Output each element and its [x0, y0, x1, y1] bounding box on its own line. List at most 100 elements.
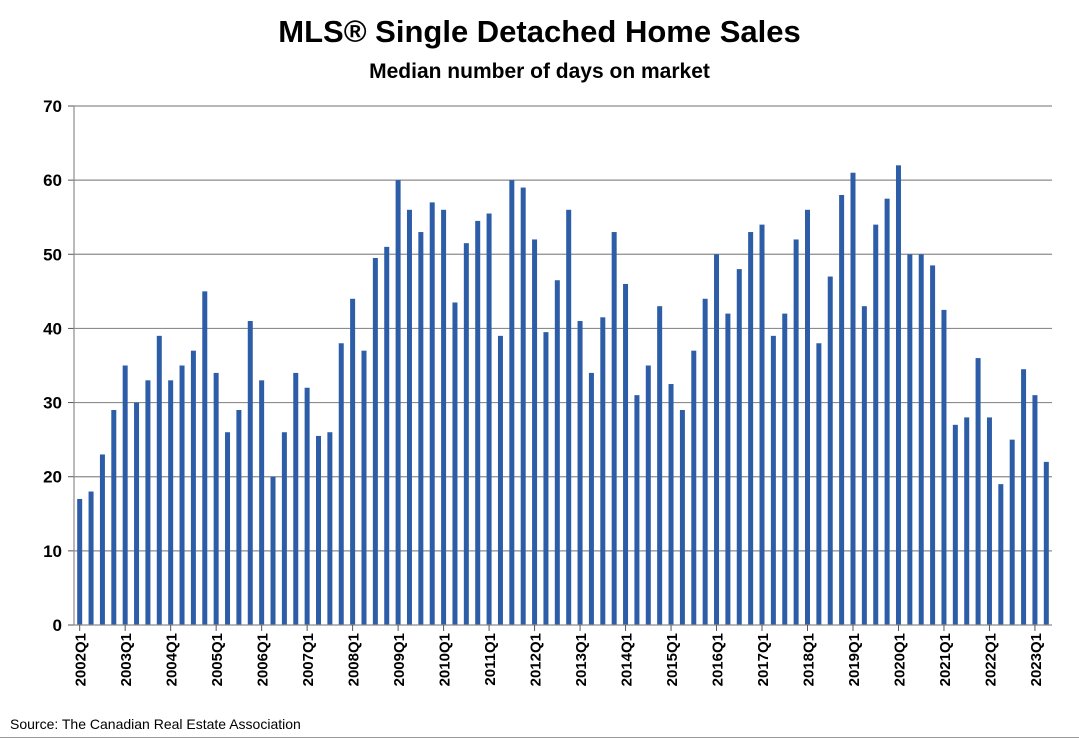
bar-2006Q4: [293, 372, 299, 625]
bar-2008Q1: [350, 298, 356, 625]
x-tick-label: 2004Q1: [164, 633, 181, 686]
y-tick-label: 0: [53, 616, 62, 635]
x-tick-label: 2012Q1: [528, 633, 545, 686]
x-tick-label: 2010Q1: [437, 633, 454, 686]
bar-2014Q4: [657, 306, 663, 625]
bar-2022Q3: [1009, 439, 1015, 625]
bar-2023Q2: [1043, 461, 1049, 625]
bar-2013Q4: [611, 232, 617, 626]
bar-2015Q3: [691, 350, 697, 625]
bar-2013Q3: [600, 317, 606, 625]
bar-2002Q2: [88, 491, 94, 625]
bar-2021Q1: [941, 309, 947, 625]
chart-subtitle: Median number of days on market: [369, 60, 710, 83]
bottom-divider: [0, 737, 1079, 738]
bar-2017Q2: [770, 335, 776, 625]
bar-2019Q2: [861, 306, 867, 625]
x-tick-label: 2021Q1: [937, 633, 954, 686]
bar-2016Q2: [725, 313, 731, 625]
y-tick-label: 10: [43, 542, 62, 561]
bar-2002Q1: [77, 498, 83, 625]
bar-2015Q4: [702, 298, 708, 625]
bar-2015Q1: [668, 384, 674, 625]
bar-2017Q4: [793, 239, 799, 625]
bar-2017Q3: [782, 313, 788, 625]
bar-2003Q1: [122, 365, 128, 625]
x-tick-label: 2011Q1: [482, 633, 499, 686]
gridlines: [74, 105, 1052, 552]
x-tick-label: 2003Q1: [118, 633, 135, 686]
y-tick-label: 20: [43, 468, 62, 487]
bar-2018Q1: [804, 209, 811, 626]
source-note: Source: The Canadian Real Estate Associa…: [10, 716, 301, 732]
x-tick-label: 2014Q1: [619, 633, 636, 686]
bar-2022Q4: [1021, 369, 1027, 625]
bar-2006Q1: [259, 380, 265, 625]
x-tick-label: 2006Q1: [255, 633, 272, 686]
bar-2004Q2: [179, 365, 185, 625]
bar-2006Q3: [281, 432, 287, 625]
bar-2009Q4: [429, 202, 435, 625]
axes: [68, 105, 1052, 631]
bar-2006Q2: [270, 476, 276, 625]
y-tick-labels: 0 10 20 30 40 50 60 70: [43, 97, 62, 635]
bar-2011Q1: [486, 213, 492, 625]
bar-2010Q4: [475, 220, 481, 625]
x-tick-label: 2023Q1: [1028, 633, 1045, 686]
bar-2005Q3: [236, 409, 242, 625]
bar-2013Q2: [588, 372, 594, 625]
bar-2014Q2: [634, 395, 640, 625]
y-tick-label: 30: [43, 394, 62, 413]
y-tick-label: 50: [43, 245, 62, 264]
bar-2010Q3: [463, 243, 469, 625]
bar-2016Q4: [748, 232, 754, 626]
x-tick-label: 2005Q1: [209, 633, 226, 686]
bar-2007Q1: [304, 387, 310, 625]
x-tick-label: 2013Q1: [573, 633, 590, 686]
x-tick-label: 2022Q1: [982, 633, 999, 686]
x-tick-label: 2002Q1: [73, 633, 90, 686]
bar-2008Q4: [384, 246, 390, 625]
y-tick-label: 70: [43, 97, 62, 116]
x-tick-label: 2020Q1: [891, 633, 908, 686]
bar-2019Q4: [884, 198, 890, 625]
bar-2002Q3: [99, 454, 105, 625]
chart-title: MLS® Single Detached Home Sales: [278, 14, 801, 49]
bar-2005Q2: [225, 432, 231, 625]
bar-2012Q1: [532, 239, 538, 625]
bar-2011Q4: [520, 187, 526, 626]
x-tick-label: 2018Q1: [801, 633, 818, 686]
y-tick-label: 60: [43, 171, 62, 190]
bar-2014Q1: [623, 283, 629, 625]
bar-2002Q4: [111, 409, 117, 625]
bar-2018Q3: [827, 276, 833, 625]
bar-2008Q3: [372, 257, 378, 625]
bar-2004Q3: [190, 350, 196, 625]
x-tick-label: 2016Q1: [710, 633, 727, 686]
bar-2004Q1: [168, 380, 174, 625]
x-tick-labels: 2002Q1 2003Q1 2004Q1 2005Q1 2006Q1 2007Q1 2008…: [73, 633, 1045, 686]
bar-2007Q2: [315, 435, 322, 625]
bar-2016Q3: [736, 269, 742, 625]
bar-2010Q1: [441, 209, 447, 626]
x-tick-label: 2017Q1: [755, 633, 772, 686]
bar-2003Q2: [134, 402, 140, 625]
bar-2014Q3: [645, 365, 651, 625]
bar-2005Q1: [213, 372, 219, 625]
bar-2003Q3: [145, 380, 151, 625]
bar-2015Q2: [679, 409, 685, 625]
bar-2016Q1: [714, 254, 720, 626]
bar-2009Q2: [406, 209, 412, 626]
bar-2007Q3: [327, 432, 333, 625]
bar-2010Q2: [452, 302, 458, 625]
bar-2018Q2: [816, 343, 822, 625]
bar-2017Q1: [759, 224, 765, 625]
bar-2005Q4: [247, 321, 253, 625]
bar-2012Q3: [554, 280, 560, 625]
x-tick-label: 2007Q1: [300, 633, 317, 686]
x-tick-label: 2019Q1: [846, 633, 863, 686]
bar-2019Q1: [850, 172, 856, 625]
bar-2011Q3: [509, 180, 515, 625]
bar-2020Q2: [907, 254, 913, 626]
bars: [77, 165, 1049, 626]
